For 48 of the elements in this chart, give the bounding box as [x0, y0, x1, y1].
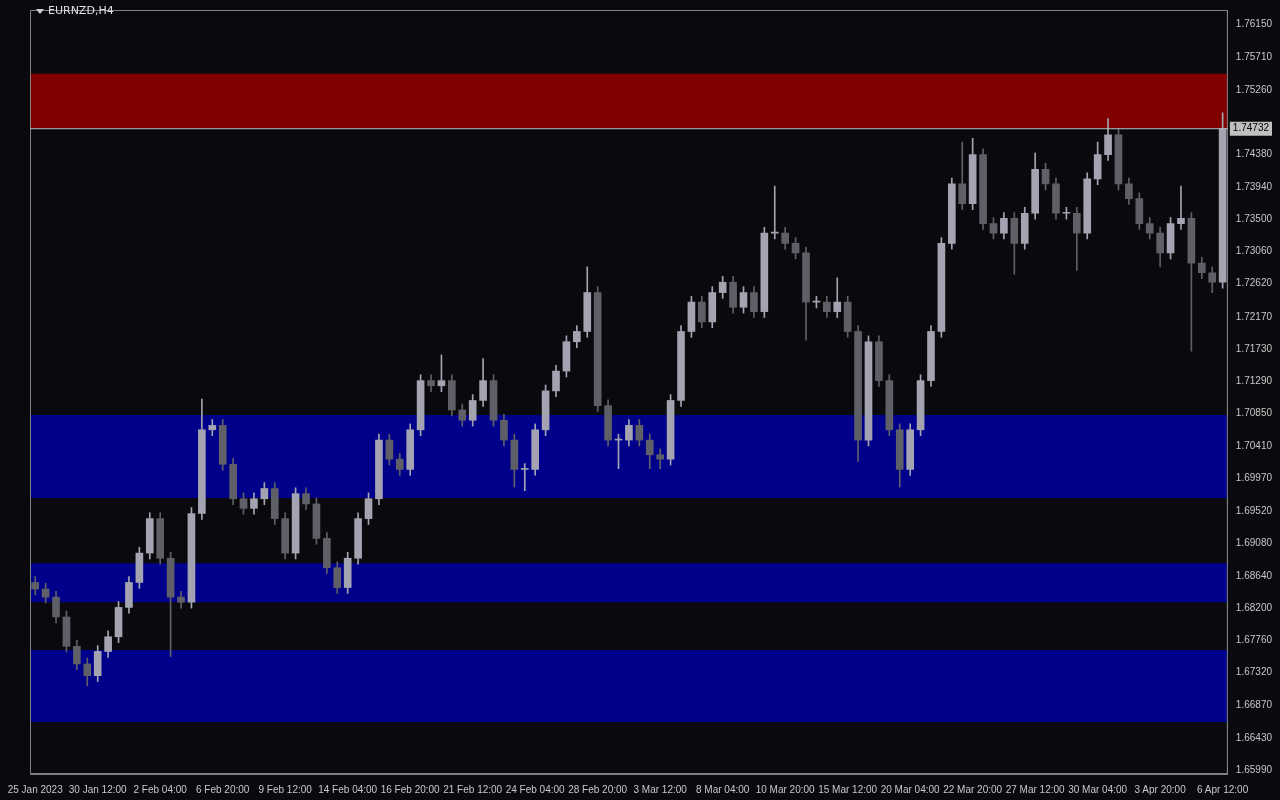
y-tick-label: 1.70410 — [1235, 439, 1273, 451]
x-tick-label: 30 Jan 12:00 — [68, 783, 128, 795]
x-tick-label: 30 Mar 04:00 — [1068, 783, 1128, 795]
x-tick-label: 3 Mar 12:00 — [633, 783, 688, 795]
y-tick-label: 1.73060 — [1235, 245, 1273, 257]
x-tick-label: 25 Jan 2023 — [7, 783, 64, 795]
y-tick-label: 1.71290 — [1235, 375, 1273, 387]
x-tick-label: 9 Feb 12:00 — [258, 783, 313, 795]
y-tick-label: 1.68200 — [1235, 601, 1273, 613]
candlestick — [833, 277, 842, 318]
x-tick-label: 3 Apr 20:00 — [1134, 783, 1187, 795]
y-tick-label: 1.70850 — [1235, 407, 1273, 419]
y-tick-label: 1.72170 — [1235, 310, 1273, 322]
x-tick-label: 20 Mar 04:00 — [880, 783, 941, 795]
y-tick-label: 1.73500 — [1235, 212, 1273, 224]
ref-line-label: 1.74732 — [1232, 122, 1270, 134]
y-tick-label: 1.72620 — [1235, 277, 1273, 289]
x-tick-label: 14 Feb 04:00 — [318, 783, 378, 795]
candlestick — [1177, 185, 1185, 230]
x-tick-label: 24 Feb 04:00 — [505, 783, 566, 795]
x-tick-label: 6 Feb 20:00 — [196, 783, 250, 795]
y-tick-label: 1.65990 — [1235, 764, 1273, 776]
x-tick-label: 8 Mar 04:00 — [695, 783, 750, 795]
x-tick-label: 28 Feb 20:00 — [568, 783, 628, 795]
x-tick-label: 2 Feb 04:00 — [133, 783, 188, 795]
x-tick-label: 6 Apr 12:00 — [1197, 783, 1249, 795]
y-tick-label: 1.68640 — [1235, 569, 1273, 581]
candlestick — [520, 463, 529, 492]
y-tick-label: 1.75260 — [1235, 83, 1273, 95]
chart-title: EURNZD,H4 — [48, 4, 114, 17]
y-tick-label: 1.69520 — [1235, 505, 1273, 517]
x-tick-label: 15 Mar 12:00 — [818, 783, 878, 795]
y-tick-label: 1.66870 — [1235, 699, 1273, 711]
x-tick-label: 10 Mar 20:00 — [755, 783, 816, 795]
y-tick-label: 1.69970 — [1235, 471, 1273, 483]
x-tick-label: 16 Feb 20:00 — [380, 783, 441, 795]
x-tick-label: 21 Feb 12:00 — [443, 783, 503, 795]
y-tick-label: 1.66430 — [1235, 731, 1273, 743]
x-tick-label: 27 Mar 12:00 — [1005, 783, 1066, 795]
y-tick-label: 1.71730 — [1235, 342, 1273, 354]
y-tick-label: 1.73940 — [1235, 180, 1273, 192]
y-tick-label: 1.74380 — [1235, 148, 1273, 160]
x-tick-label: 22 Mar 20:00 — [943, 783, 1003, 795]
y-tick-label: 1.76150 — [1235, 18, 1273, 30]
y-tick-label: 1.67320 — [1235, 666, 1273, 678]
y-tick-label: 1.75710 — [1235, 50, 1273, 62]
y-tick-label: 1.67760 — [1235, 634, 1273, 646]
y-tick-label: 1.69080 — [1235, 537, 1273, 549]
